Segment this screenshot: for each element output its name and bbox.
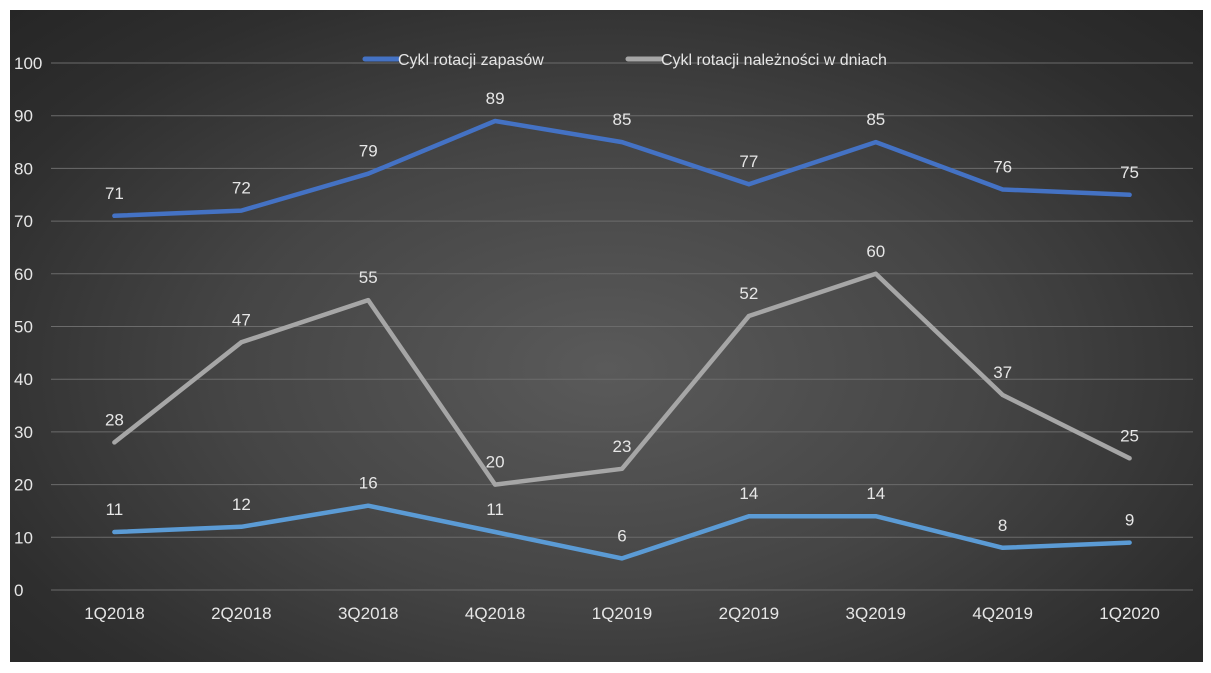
line-chart: 0 10 20 30 40 50 60 70 80 90 100 1Q2018 2Q2018 3Q201…: [14, 52, 1193, 623]
data-point: [746, 182, 751, 187]
data-label: 8: [998, 516, 1007, 535]
data-point: [366, 298, 371, 303]
data-point: [1127, 456, 1132, 461]
y-tick-label: 10: [14, 528, 33, 547]
x-tick-label: 1Q2019: [592, 604, 653, 623]
x-tick-label: 2Q2019: [719, 604, 780, 623]
data-label: 55: [359, 268, 378, 287]
data-label: 77: [739, 152, 758, 171]
data-point: [873, 140, 878, 145]
data-label: 72: [232, 179, 251, 198]
data-point: [746, 514, 751, 519]
y-tick-label: 0: [14, 581, 23, 600]
x-tick-label: 4Q2018: [465, 604, 526, 623]
data-label: 20: [486, 453, 505, 472]
data-label: 12: [232, 495, 251, 514]
data-label: 79: [359, 142, 378, 161]
data-label: 6: [617, 526, 626, 545]
data-point: [112, 213, 117, 218]
data-label: 28: [105, 410, 124, 429]
data-point: [1127, 192, 1132, 197]
x-tick-label: 3Q2019: [846, 604, 907, 623]
data-label: 11: [486, 500, 504, 519]
x-axis: 1Q2018 2Q2018 3Q2018 4Q2018 1Q2019 2Q2019 3Q20…: [84, 604, 1160, 623]
data-point: [1127, 540, 1132, 545]
legend: Cykl rotacji zapasów Cykl rotacji należno…: [362, 52, 887, 69]
data-point: [746, 313, 751, 318]
data-label: 85: [866, 110, 885, 129]
y-tick-label: 90: [14, 107, 33, 126]
data-label: 71: [105, 184, 124, 203]
data-label: 75: [1120, 163, 1139, 182]
x-tick-label: 4Q2019: [972, 604, 1033, 623]
x-tick-label: 1Q2018: [84, 604, 145, 623]
data-point: [493, 118, 498, 123]
y-tick-label: 30: [14, 423, 33, 442]
y-tick-label: 40: [14, 370, 33, 389]
data-label: 37: [993, 363, 1012, 382]
data-label: 85: [613, 110, 632, 129]
data-point: [493, 530, 498, 535]
x-tick-label: 3Q2018: [338, 604, 399, 623]
data-label: 23: [613, 437, 632, 456]
data-point: [1000, 393, 1005, 398]
data-label: 47: [232, 310, 251, 329]
data-label: 9: [1125, 511, 1134, 530]
data-label: 60: [866, 242, 885, 261]
x-tick-label: 1Q2020: [1099, 604, 1160, 623]
data-point: [366, 171, 371, 176]
data-point: [873, 271, 878, 276]
y-tick-label: 80: [14, 159, 33, 178]
legend-label: Cykl rotacji należności w dniach: [661, 52, 887, 69]
data-point: [112, 530, 117, 535]
legend-label: Cykl rotacji zapasów: [398, 52, 544, 69]
gridlines: [51, 62, 1193, 591]
data-point: [873, 514, 878, 519]
y-axis: 0 10 20 30 40 50 60 70 80 90 100: [14, 54, 42, 600]
y-tick-label: 50: [14, 318, 33, 337]
series-lines: [112, 118, 1132, 561]
data-point: [493, 482, 498, 487]
data-point: [620, 140, 624, 145]
data-point: [239, 340, 244, 345]
data-point: [366, 503, 371, 508]
x-tick-label: 2Q2018: [211, 604, 272, 623]
y-tick-label: 20: [14, 476, 33, 495]
data-point: [112, 440, 117, 445]
data-point: [620, 466, 624, 471]
data-point: [239, 524, 244, 529]
data-label: 14: [739, 484, 758, 503]
data-label: 11: [106, 500, 124, 519]
data-label: 89: [486, 89, 505, 108]
y-tick-label: 70: [14, 212, 33, 231]
data-point: [620, 556, 624, 561]
data-point: [1000, 545, 1005, 550]
chart-area: 0 10 20 30 40 50 60 70 80 90 100 1Q2018 2Q2018 3Q201…: [10, 10, 1203, 662]
data-label: 14: [866, 484, 885, 503]
data-label: 76: [993, 157, 1012, 176]
data-label: 16: [359, 474, 378, 493]
data-point: [1000, 187, 1005, 192]
y-tick-label: 100: [14, 54, 42, 73]
data-label: 25: [1120, 426, 1139, 445]
data-label: 52: [739, 284, 758, 303]
data-point: [239, 208, 244, 213]
y-tick-label: 60: [14, 265, 33, 284]
